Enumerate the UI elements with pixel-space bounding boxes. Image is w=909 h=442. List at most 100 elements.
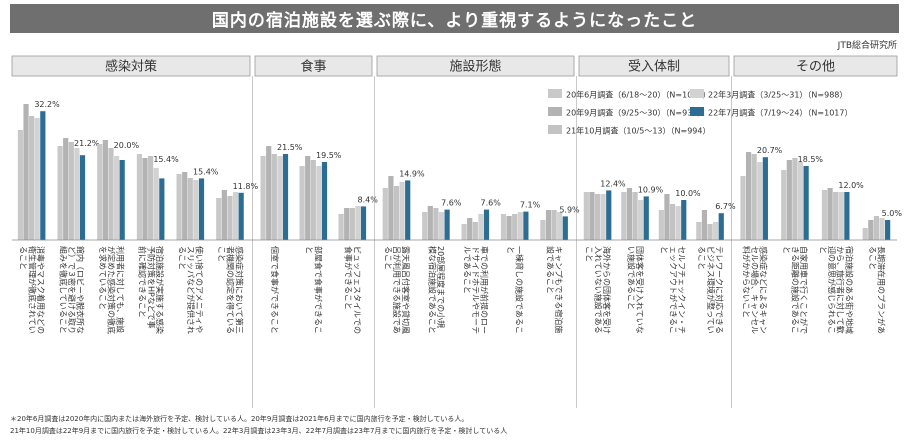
bar [388,176,394,240]
bar [316,166,322,240]
bar [338,214,344,240]
bar [344,208,350,240]
bar [97,144,103,240]
group-header-box [578,55,730,77]
bar [643,196,649,240]
legend-label: 22年7月調査（7/19～24）（N=1017） [708,108,852,118]
category-label: 部屋食で食事ができるこ [313,246,323,334]
bar [681,200,687,240]
bar [29,116,35,240]
data-label: 10.9% [638,185,664,194]
bar [427,206,433,240]
category-label: 宿泊施設が実施する感染 [155,246,165,334]
category-label: ること [697,246,706,270]
bar [193,180,199,240]
bar [227,196,233,240]
category-label: ること [868,246,877,270]
bar [517,212,523,240]
group-header-label: 感染対策 [105,59,157,75]
bar [198,178,205,240]
data-label: 21.2% [74,139,100,148]
bar [321,162,328,240]
category-label: ど）で３密を避ける取り [67,246,77,334]
bar [310,160,316,240]
bar [472,222,478,240]
group-header-label: その他 [796,60,835,75]
bar [119,160,125,240]
category-label: と [506,246,515,254]
bar [74,148,80,240]
data-label: 5.9% [559,205,580,214]
data-label: 19.5% [316,151,342,160]
bar [176,174,182,240]
category-label: きる距離の施設であるこ [791,246,801,334]
bar [838,192,844,240]
bar [551,210,557,240]
group-header-label: 受入体制 [628,60,680,75]
data-label: 7.1% [520,201,541,210]
bar [355,206,361,240]
bar [664,194,670,240]
bar [583,192,589,240]
category-label: キャンプもできる宿泊施 [554,246,564,333]
bar [606,190,612,240]
bar [545,210,552,240]
bar [399,182,405,240]
category-label: 海外からの団体客を受け [602,246,612,334]
category-label: テレワークに対応できる [714,246,724,334]
data-label: 20.7% [757,146,783,155]
data-label: 18.5% [798,155,824,164]
bar [669,204,676,240]
group-header-box [733,55,898,77]
category-label: と [818,246,827,254]
bar [216,198,222,240]
bar [696,222,702,240]
data-label: 32.2% [34,100,60,109]
bar [382,188,388,240]
bar [827,188,833,240]
category-label: 入れていない施設である [593,246,603,334]
bar [478,214,484,240]
bar [506,216,512,240]
category-label: 食事ができること [344,246,354,310]
bar [562,216,568,240]
bar [393,186,400,240]
category-label: ること [19,246,28,270]
category-label: 感染症対策において第三 [234,246,244,334]
category-label: から、旅行者に対して歓 [836,246,846,334]
bar [405,180,411,240]
bar [221,190,227,240]
category-label: と [782,246,791,254]
category-label: と [660,246,669,254]
category-label: 露天風呂付客室や貸切風 [401,246,411,334]
bar [600,194,606,240]
data-label: 11.8% [233,182,259,191]
bar [740,176,746,240]
bar [438,212,445,240]
bar [594,194,601,240]
category-label: 者機関の認定を得ている [226,246,236,334]
bar [523,211,529,240]
bar [632,192,638,240]
bar [792,158,798,240]
category-label: 利用者に対しても、施設 [115,246,125,333]
bar [422,212,428,240]
category-label: 模な宿泊施設であること [427,246,437,334]
bar [142,158,148,240]
bar [781,170,787,240]
category-label: 自家用車で行くことがで [799,246,809,334]
data-label: 8.4% [358,195,379,204]
legend-swatch [690,89,704,98]
category-label: 一棟貸しの施設であるこ [515,246,525,334]
bar [675,206,681,240]
bar [299,166,305,240]
category-label: ェックアウトができるこ [668,246,678,334]
data-label: 12.4% [600,179,626,188]
bar [626,188,633,240]
bar [500,214,507,240]
category-label: 衛生管理が徹底されてい [27,246,37,334]
bar [266,146,272,240]
bar [540,220,546,240]
bar [512,214,518,240]
